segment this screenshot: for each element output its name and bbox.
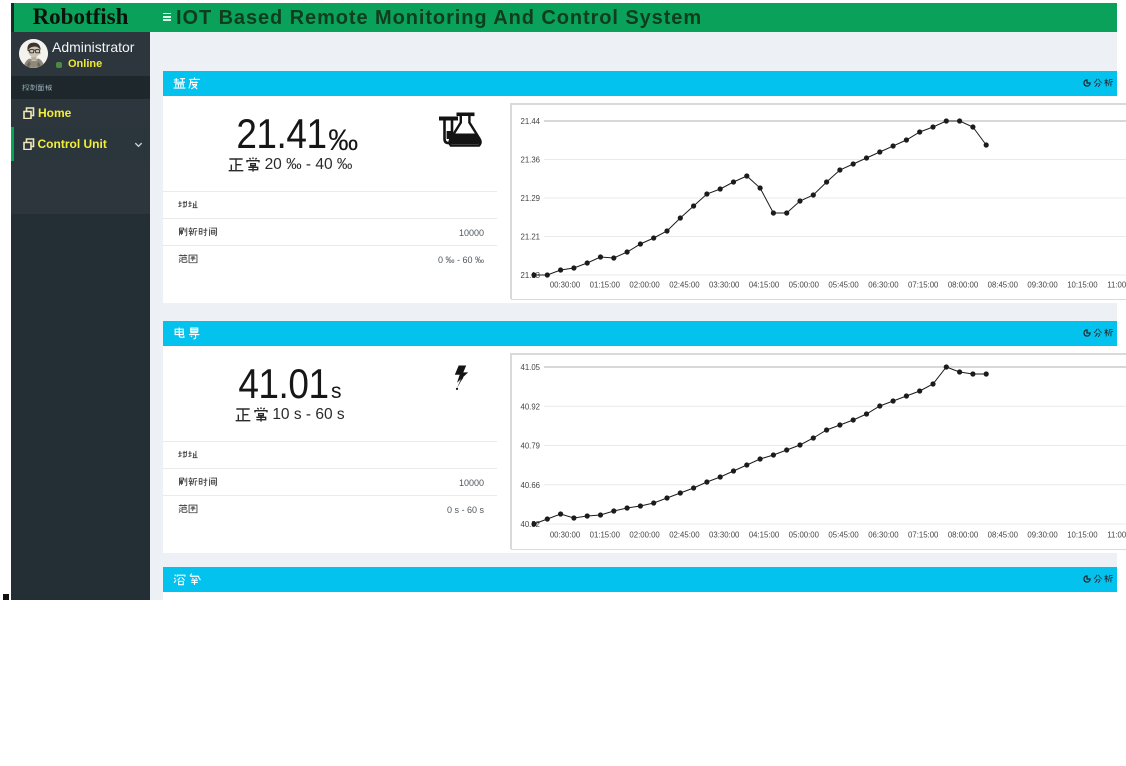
svg-text:05:00:00: 05:00:00: [789, 531, 820, 540]
svg-text:04:15:00: 04:15:00: [749, 531, 780, 540]
svg-text:05:45:00: 05:45:00: [828, 531, 859, 540]
svg-text:06:30:00: 06:30:00: [868, 531, 899, 540]
svg-text:03:30:00: 03:30:00: [709, 281, 740, 290]
svg-text:05:00:00: 05:00:00: [789, 281, 820, 290]
svg-text:02:45:00: 02:45:00: [669, 531, 700, 540]
svg-text:10:15:00: 10:15:00: [1067, 531, 1098, 540]
svg-text:02:00:00: 02:00:00: [629, 281, 660, 290]
svg-text:21.44: 21.44: [520, 117, 540, 126]
svg-text:03:30:00: 03:30:00: [709, 531, 740, 540]
svg-text:21.36: 21.36: [520, 156, 540, 165]
svg-text:11:00:00: 11:00:00: [1107, 531, 1126, 540]
svg-text:40.92: 40.92: [520, 402, 540, 411]
svg-text:08:00:00: 08:00:00: [948, 531, 979, 540]
svg-text:07:15:00: 07:15:00: [908, 281, 939, 290]
svg-text:21.21: 21.21: [520, 233, 540, 242]
svg-text:08:00:00: 08:00:00: [948, 281, 979, 290]
svg-text:01:15:00: 01:15:00: [590, 531, 621, 540]
svg-text:01:15:00: 01:15:00: [590, 281, 621, 290]
svg-text:08:45:00: 08:45:00: [988, 531, 1019, 540]
svg-text:04:15:00: 04:15:00: [749, 281, 780, 290]
svg-text:40.52: 40.52: [520, 520, 540, 529]
svg-text:08:45:00: 08:45:00: [988, 281, 1019, 290]
svg-text:21.29: 21.29: [520, 194, 540, 203]
svg-text:09:30:00: 09:30:00: [1027, 531, 1058, 540]
svg-text:40.66: 40.66: [520, 481, 540, 490]
svg-text:07:15:00: 07:15:00: [908, 531, 939, 540]
svg-text:00:30:00: 00:30:00: [550, 281, 581, 290]
svg-text:02:45:00: 02:45:00: [669, 281, 700, 290]
svg-text:41.05: 41.05: [520, 363, 540, 372]
svg-text:06:30:00: 06:30:00: [868, 281, 899, 290]
svg-text:21.13: 21.13: [520, 271, 540, 280]
svg-text:10:15:00: 10:15:00: [1067, 281, 1098, 290]
svg-text:09:30:00: 09:30:00: [1027, 281, 1058, 290]
svg-text:02:00:00: 02:00:00: [629, 531, 660, 540]
svg-text:40.79: 40.79: [520, 442, 540, 451]
svg-text:00:30:00: 00:30:00: [550, 531, 581, 540]
svg-text:05:45:00: 05:45:00: [828, 281, 859, 290]
svg-text:11:00:00: 11:00:00: [1107, 281, 1126, 290]
